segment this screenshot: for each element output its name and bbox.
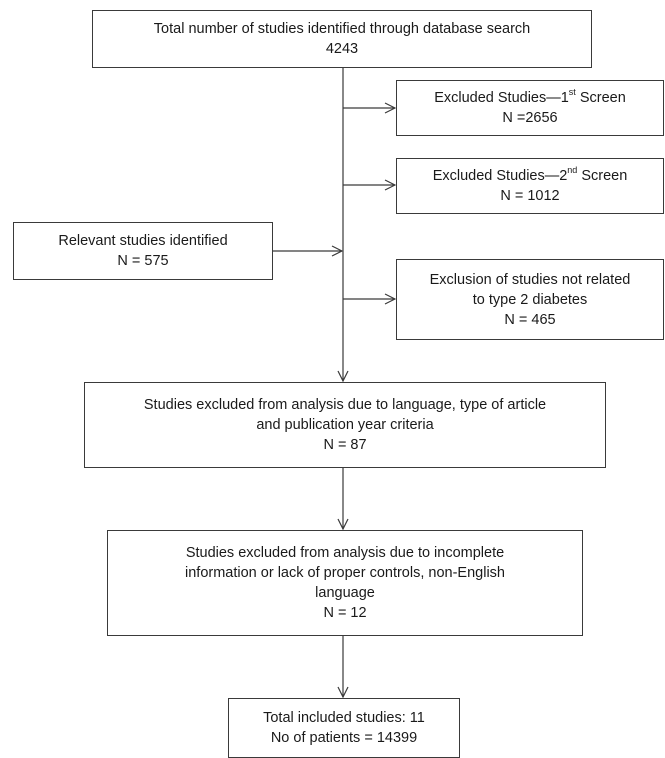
node-excluded-not-t2d: Exclusion of studies not related to type… xyxy=(396,259,664,340)
node-total-included-studies: Total included studies: 11 xyxy=(263,710,425,726)
node-total-included: Total included studies: 11 No of patient… xyxy=(228,698,460,758)
node-excluded-language-line1: Studies excluded from analysis due to la… xyxy=(143,397,547,413)
node-excluded-language-count: N = 87 xyxy=(323,437,367,453)
node-excluded-first-count: N =2656 xyxy=(502,110,558,126)
node-excluded-second-screen: Excluded Studies—2nd Screen N = 1012 xyxy=(396,158,664,214)
node-excluded-t2d-line2: to type 2 diabetes xyxy=(472,291,588,308)
node-total-identified-count: 4243 xyxy=(325,41,359,57)
node-total-included-patients: No of patients = 14399 xyxy=(270,730,418,746)
node-excluded-t2d-count: N = 465 xyxy=(504,311,556,328)
node-relevant-identified: Relevant studies identified N = 575 xyxy=(13,222,273,280)
node-excluded-first-screen: Excluded Studies—1st Screen N =2656 xyxy=(396,80,664,136)
node-excluded-incomplete-line3: language xyxy=(315,585,375,601)
node-excluded-incomplete-count: N = 12 xyxy=(323,605,367,621)
node-excluded-incomplete-line1: Studies excluded from analysis due to in… xyxy=(185,545,505,561)
node-total-identified-label: Total number of studies identified throu… xyxy=(153,21,531,37)
node-relevant-label: Relevant studies identified xyxy=(58,233,228,249)
node-excluded-first-label: Excluded Studies—1st Screen xyxy=(434,87,626,106)
node-excluded-second-label: Excluded Studies—2nd Screen xyxy=(432,165,628,184)
node-excluded-language-line2: and publication year criteria xyxy=(256,417,434,433)
node-excluded-incomplete-line2: information or lack of proper controls, … xyxy=(185,565,505,581)
node-excluded-second-count: N = 1012 xyxy=(500,188,560,204)
node-relevant-count: N = 575 xyxy=(117,253,169,269)
node-excluded-language: Studies excluded from analysis due to la… xyxy=(84,382,606,468)
node-total-identified: Total number of studies identified throu… xyxy=(92,10,592,68)
node-excluded-incomplete: Studies excluded from analysis due to in… xyxy=(107,530,583,636)
node-excluded-t2d-line1: Exclusion of studies not related xyxy=(429,271,631,288)
